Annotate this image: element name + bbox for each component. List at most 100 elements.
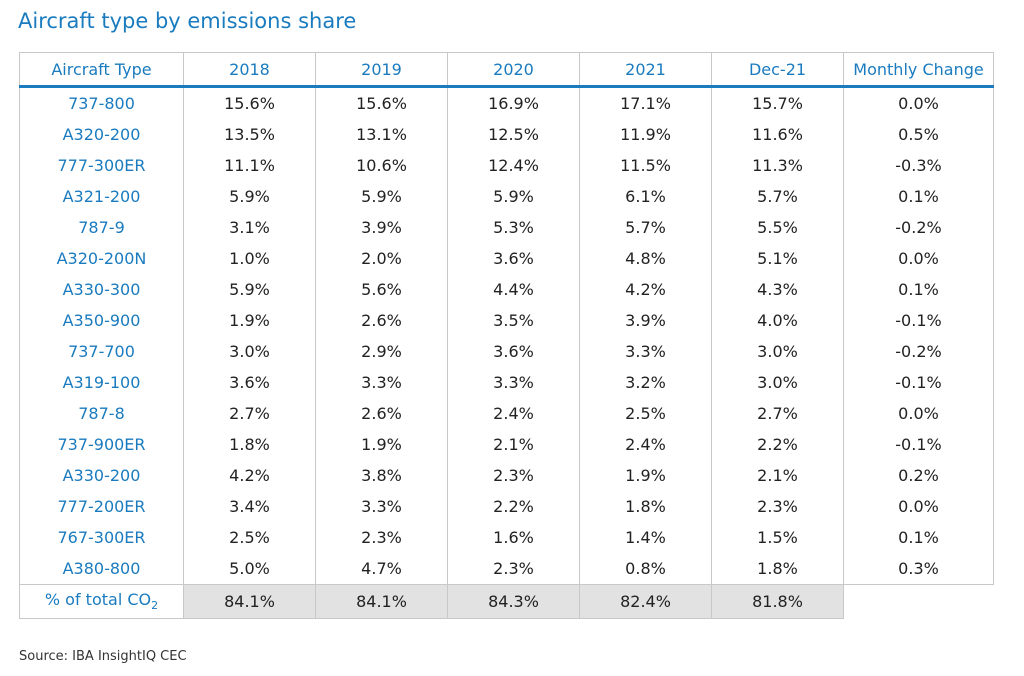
table-row: 737-900ER 1.8% 1.9% 2.1% 2.4% 2.2% -0.1% xyxy=(19,429,994,460)
cell-2018: 15.6% xyxy=(183,86,316,119)
cell-2018: 2.5% xyxy=(183,522,316,553)
cell-2020: 5.9% xyxy=(447,181,580,212)
cell-monthly-change: 0.0% xyxy=(843,86,994,119)
table-row: A380-800 5.0% 4.7% 2.3% 0.8% 1.8% 0.3% xyxy=(19,553,994,585)
total-value-dec-21: 81.8% xyxy=(711,584,844,619)
cell-2018: 2.7% xyxy=(183,398,316,429)
cell-aircraft-type: A320-200 xyxy=(19,119,184,150)
cell-aircraft-type: 737-900ER xyxy=(19,429,184,460)
cell-monthly-change: 0.2% xyxy=(843,460,994,491)
table-row: 777-300ER 11.1% 10.6% 12.4% 11.5% 11.3% -0.3% xyxy=(19,150,994,181)
table-row: 787-9 3.1% 3.9% 5.3% 5.7% 5.5% -0.2% xyxy=(19,212,994,243)
table-row: A330-200 4.2% 3.8% 2.3% 1.9% 2.1% 0.2% xyxy=(19,460,994,491)
cell-2018: 5.9% xyxy=(183,274,316,305)
column-header-monthly-change: Monthly Change xyxy=(843,52,994,88)
cell-2019: 1.9% xyxy=(315,429,448,460)
cell-2018: 5.0% xyxy=(183,553,316,585)
total-value-2020: 84.3% xyxy=(447,584,580,619)
cell-dec-21: 15.7% xyxy=(711,86,844,119)
total-row-empty-cell xyxy=(843,584,994,619)
table-row: 737-800 15.6% 15.6% 16.9% 17.1% 15.7% 0.0% xyxy=(19,86,994,119)
cell-dec-21: 2.7% xyxy=(711,398,844,429)
cell-monthly-change: 0.1% xyxy=(843,181,994,212)
cell-aircraft-type: 777-200ER xyxy=(19,491,184,522)
cell-2019: 2.6% xyxy=(315,305,448,336)
cell-2021: 5.7% xyxy=(579,212,712,243)
column-header-2018: 2018 xyxy=(183,52,316,88)
cell-2019: 2.3% xyxy=(315,522,448,553)
cell-aircraft-type: A380-800 xyxy=(19,553,184,585)
header-row: Aircraft Type 2018 2019 2020 2021 Dec-21… xyxy=(19,52,994,88)
table-row: 787-8 2.7% 2.6% 2.4% 2.5% 2.7% 0.0% xyxy=(19,398,994,429)
cell-2019: 3.3% xyxy=(315,367,448,398)
cell-dec-21: 2.1% xyxy=(711,460,844,491)
cell-monthly-change: -0.2% xyxy=(843,336,994,367)
cell-aircraft-type: 767-300ER xyxy=(19,522,184,553)
total-label-text: % of total CO xyxy=(44,590,152,610)
cell-2019: 5.6% xyxy=(315,274,448,305)
total-value-2021: 82.4% xyxy=(579,584,712,619)
table-row: A350-900 1.9% 2.6% 3.5% 3.9% 4.0% -0.1% xyxy=(19,305,994,336)
table-row: A330-300 5.9% 5.6% 4.4% 4.2% 4.3% 0.1% xyxy=(19,274,994,305)
cell-monthly-change: -0.1% xyxy=(843,429,994,460)
cell-2021: 17.1% xyxy=(579,86,712,119)
cell-monthly-change: -0.2% xyxy=(843,212,994,243)
cell-2018: 1.9% xyxy=(183,305,316,336)
cell-2020: 2.4% xyxy=(447,398,580,429)
cell-2021: 4.2% xyxy=(579,274,712,305)
cell-2019: 10.6% xyxy=(315,150,448,181)
cell-aircraft-type: 737-700 xyxy=(19,336,184,367)
cell-2021: 1.9% xyxy=(579,460,712,491)
cell-dec-21: 4.3% xyxy=(711,274,844,305)
cell-2018: 1.0% xyxy=(183,243,316,274)
cell-dec-21: 1.8% xyxy=(711,553,844,585)
cell-aircraft-type: 787-8 xyxy=(19,398,184,429)
cell-monthly-change: 0.0% xyxy=(843,398,994,429)
cell-monthly-change: -0.3% xyxy=(843,150,994,181)
cell-2021: 0.8% xyxy=(579,553,712,585)
cell-dec-21: 11.3% xyxy=(711,150,844,181)
cell-monthly-change: 0.3% xyxy=(843,553,994,585)
cell-2018: 4.2% xyxy=(183,460,316,491)
cell-2019: 15.6% xyxy=(315,86,448,119)
cell-2020: 2.3% xyxy=(447,460,580,491)
cell-2021: 1.8% xyxy=(579,491,712,522)
cell-2019: 2.0% xyxy=(315,243,448,274)
table-row: 737-700 3.0% 2.9% 3.6% 3.3% 3.0% -0.2% xyxy=(19,336,994,367)
cell-dec-21: 3.0% xyxy=(711,367,844,398)
cell-2019: 2.9% xyxy=(315,336,448,367)
cell-2020: 4.4% xyxy=(447,274,580,305)
cell-aircraft-type: A350-900 xyxy=(19,305,184,336)
table-row: 777-200ER 3.4% 3.3% 2.2% 1.8% 2.3% 0.0% xyxy=(19,491,994,522)
column-header-2019: 2019 xyxy=(315,52,448,88)
cell-2021: 1.4% xyxy=(579,522,712,553)
cell-dec-21: 5.1% xyxy=(711,243,844,274)
cell-aircraft-type: A330-200 xyxy=(19,460,184,491)
cell-2019: 4.7% xyxy=(315,553,448,585)
cell-2021: 3.3% xyxy=(579,336,712,367)
cell-2018: 3.6% xyxy=(183,367,316,398)
cell-dec-21: 5.7% xyxy=(711,181,844,212)
cell-2020: 2.3% xyxy=(447,553,580,585)
cell-2019: 3.9% xyxy=(315,212,448,243)
cell-dec-21: 2.3% xyxy=(711,491,844,522)
cell-2018: 3.1% xyxy=(183,212,316,243)
cell-monthly-change: 0.1% xyxy=(843,274,994,305)
cell-aircraft-type: A320-200N xyxy=(19,243,184,274)
source-note: Source: IBA InsightIQ CEC xyxy=(19,649,187,664)
cell-2019: 3.8% xyxy=(315,460,448,491)
cell-2020: 3.5% xyxy=(447,305,580,336)
cell-2021: 3.9% xyxy=(579,305,712,336)
cell-2020: 3.6% xyxy=(447,336,580,367)
table-row: A319-100 3.6% 3.3% 3.3% 3.2% 3.0% -0.1% xyxy=(19,367,994,398)
cell-dec-21: 2.2% xyxy=(711,429,844,460)
cell-2018: 3.0% xyxy=(183,336,316,367)
cell-2020: 5.3% xyxy=(447,212,580,243)
cell-2018: 3.4% xyxy=(183,491,316,522)
cell-aircraft-type: A321-200 xyxy=(19,181,184,212)
table-row: 767-300ER 2.5% 2.3% 1.6% 1.4% 1.5% 0.1% xyxy=(19,522,994,553)
cell-2020: 3.3% xyxy=(447,367,580,398)
cell-monthly-change: 0.0% xyxy=(843,491,994,522)
cell-2020: 12.5% xyxy=(447,119,580,150)
cell-monthly-change: 0.0% xyxy=(843,243,994,274)
